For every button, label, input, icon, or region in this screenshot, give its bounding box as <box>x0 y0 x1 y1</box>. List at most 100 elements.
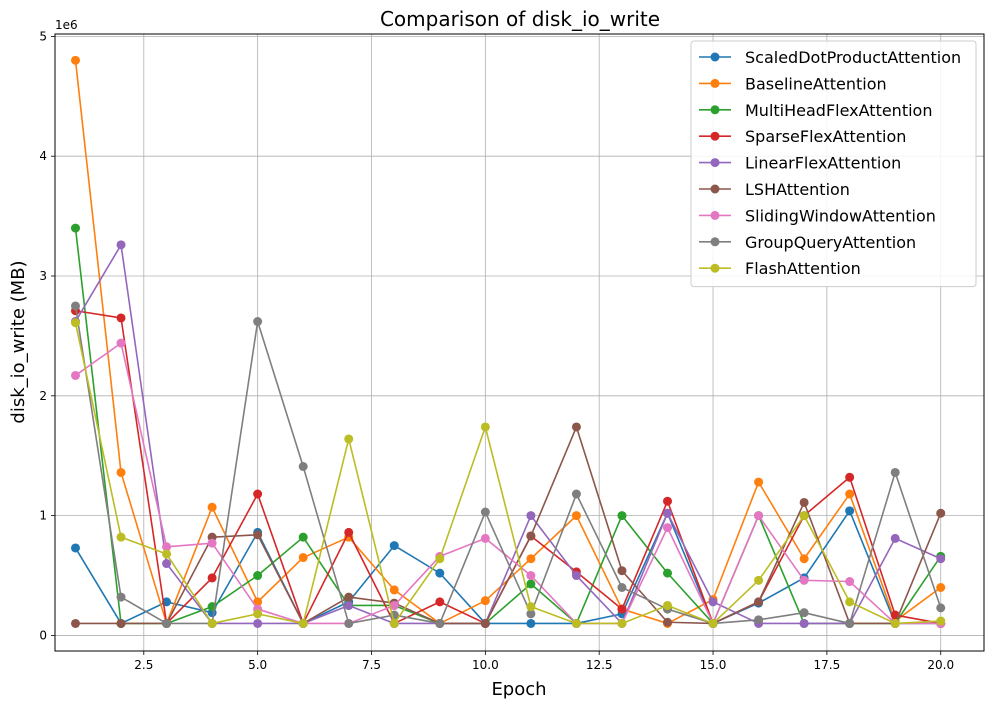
data-point <box>116 592 126 602</box>
data-point <box>708 597 718 607</box>
y-tick-label: 0 <box>39 628 47 642</box>
data-point <box>70 223 80 233</box>
series-8 <box>70 318 946 628</box>
data-point <box>116 313 126 323</box>
data-point <box>70 543 80 553</box>
legend-label: SparseFlexAttention <box>745 127 906 146</box>
data-point <box>70 370 80 380</box>
legend-label: LinearFlexAttention <box>745 154 901 173</box>
data-point <box>116 338 126 348</box>
data-point <box>116 532 126 542</box>
legend-label: SlidingWindowAttention <box>745 206 936 225</box>
data-point <box>799 575 809 585</box>
legend-label: LSHAttention <box>745 180 850 199</box>
x-axis-label: Epoch <box>491 679 546 700</box>
data-point <box>571 618 581 628</box>
data-point <box>435 618 445 628</box>
data-point <box>708 618 718 628</box>
y-tick-label: 5 <box>39 29 47 43</box>
data-point <box>799 608 809 618</box>
legend-label: BaselineAttention <box>745 74 887 93</box>
data-point <box>480 618 490 628</box>
data-point <box>754 477 764 487</box>
data-point <box>571 511 581 521</box>
data-point <box>845 489 855 499</box>
y-tick-label: 1 <box>39 509 47 523</box>
data-point <box>663 508 673 518</box>
data-point <box>480 507 490 517</box>
data-point <box>526 579 536 589</box>
data-point <box>70 55 80 65</box>
data-point <box>70 618 80 628</box>
series-line <box>75 309 941 625</box>
legend-marker <box>710 78 720 88</box>
data-point <box>435 568 445 578</box>
data-point <box>162 559 172 569</box>
data-point <box>253 317 263 327</box>
data-point <box>162 549 172 559</box>
data-point <box>754 511 764 521</box>
legend-marker <box>710 158 720 168</box>
y-multiplier-label: 1e6 <box>55 18 78 32</box>
data-point <box>890 467 900 477</box>
legend-marker <box>710 105 720 115</box>
data-point <box>663 496 673 506</box>
data-point <box>799 497 809 507</box>
data-point <box>526 531 536 541</box>
data-point <box>298 532 308 542</box>
data-point <box>526 511 536 521</box>
data-point <box>253 618 263 628</box>
data-point <box>344 600 354 610</box>
data-point <box>754 597 764 607</box>
data-point <box>799 511 809 521</box>
data-point <box>526 618 536 628</box>
data-point <box>890 618 900 628</box>
data-point <box>389 600 399 610</box>
legend-marker <box>710 184 720 194</box>
data-point <box>617 583 627 593</box>
data-point <box>663 600 673 610</box>
series-line <box>74 227 942 625</box>
axis-ticks: 2.5 5.0 7.5 10.0 12.5 15.0 17.5 20.0 0 1 2 3 4 5 <box>39 29 954 672</box>
series-lines <box>70 55 946 628</box>
x-tick-label: 10.0 <box>472 658 499 672</box>
data-point <box>617 618 627 628</box>
data-point <box>754 575 764 585</box>
x-tick-label: 2.5 <box>134 658 153 672</box>
data-point <box>207 538 217 548</box>
legend-label: MultiHeadFlexAttention <box>745 101 932 120</box>
x-tick-label: 12.5 <box>586 658 613 672</box>
data-point <box>253 597 263 607</box>
data-point <box>845 618 855 628</box>
data-point <box>936 583 946 593</box>
data-point <box>845 506 855 516</box>
data-point <box>845 472 855 482</box>
data-point <box>435 554 445 564</box>
chart-title: Comparison of disk_io_write <box>380 7 660 31</box>
series-line <box>74 305 942 625</box>
data-point <box>207 502 217 512</box>
data-point <box>298 461 308 471</box>
data-point <box>617 566 627 576</box>
data-point <box>253 530 263 540</box>
series-5 <box>70 422 946 628</box>
data-point <box>344 592 354 602</box>
y-tick-label: 4 <box>39 149 47 163</box>
data-point <box>298 618 308 628</box>
data-point <box>344 527 354 537</box>
series-line <box>75 342 941 625</box>
data-point <box>936 603 946 613</box>
y-tick-label: 3 <box>39 269 47 283</box>
legend-label: GroupQueryAttention <box>745 233 916 252</box>
data-point <box>526 609 536 619</box>
x-tick-label: 20.0 <box>927 658 954 672</box>
data-point <box>845 597 855 607</box>
legend-box <box>690 40 977 288</box>
data-point <box>617 511 627 521</box>
data-point <box>754 615 764 625</box>
data-point <box>116 467 126 477</box>
legend: ScaledDotProductAttention BaselineAttenti… <box>690 40 977 288</box>
legend-marker <box>710 263 720 273</box>
data-point <box>207 618 217 628</box>
